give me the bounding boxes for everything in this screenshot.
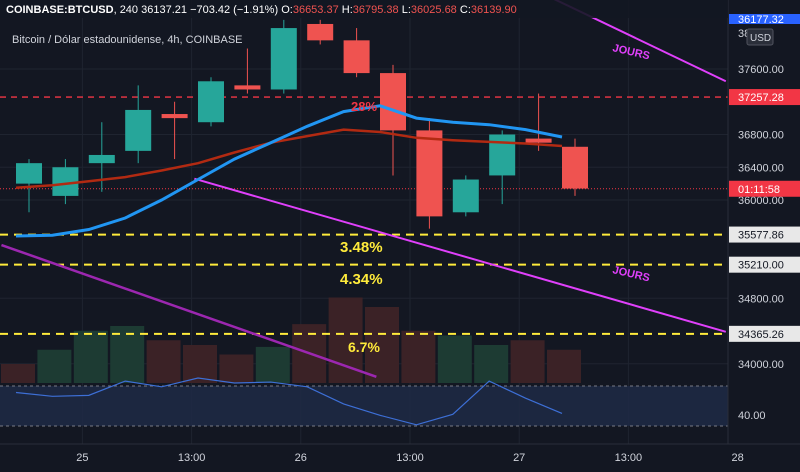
candle-down [161, 114, 188, 119]
pct-label-top: 28% [351, 99, 377, 114]
price-badge [729, 325, 800, 342]
lower-trendline [1, 243, 377, 379]
trendlines[interactable] [1, 0, 727, 379]
volume-bar [183, 345, 217, 383]
candle-down [416, 130, 443, 217]
last-price: 36137.21 [141, 4, 187, 16]
candle-up [452, 179, 479, 213]
price-tick-label: 36000.00 [738, 195, 784, 207]
interval-label[interactable]: 240 [120, 4, 138, 16]
candle-up [52, 167, 79, 196]
rsi-axis-label: 40.00 [738, 410, 766, 422]
candle-down [343, 40, 370, 74]
time-tick-label: 13:00 [615, 452, 643, 464]
time-tick-label: 25 [76, 452, 88, 464]
volume-bar [255, 346, 290, 383]
price-tick-label: 37600.00 [738, 64, 784, 76]
price-top-badge [729, 14, 800, 24]
candle-down [380, 73, 406, 131]
ohlc-high: 36795.38 [353, 4, 399, 16]
candle-up [270, 28, 297, 90]
pct-label-2: 4.34% [340, 271, 383, 288]
price-badges: 37257.28 01:11:58 35577.86 35210.00 34365.26 [729, 89, 800, 342]
volume-bar [1, 364, 35, 383]
price-badge [729, 226, 800, 243]
volume-bar [547, 349, 581, 383]
price-badge-label: 34365.26 [738, 329, 784, 341]
price-badge-label: 35577.86 [738, 230, 784, 242]
candle-down [525, 138, 552, 143]
price-change: −703.42 (−1.91%) [190, 4, 278, 16]
candle-down [234, 85, 261, 90]
price-badge-label: 01:11:58 [738, 184, 780, 196]
upper-channel-trendline [553, 0, 727, 83]
time-tick-label: 27 [513, 452, 525, 464]
rsi-line [15, 377, 563, 426]
chart-subtitle: Bitcoin / Dólar estadounidense, 4h, COIN… [12, 34, 243, 46]
ema-slow-line [15, 128, 563, 189]
time-tick-label: 13:00 [396, 452, 424, 464]
rsi-path [15, 377, 563, 426]
time-axis[interactable] [0, 444, 800, 472]
symbol-label[interactable]: COINBASE:BTCUSD [6, 4, 114, 16]
price-tick-label: 36400.00 [738, 162, 784, 174]
time-axis-ticks: 25 13:00 26 13:00 27 13:00 28 [76, 452, 743, 464]
time-tick-label: 28 [731, 452, 743, 464]
ohlc-low: 36025.68 [411, 4, 457, 16]
volume-bar [401, 330, 436, 383]
price-tick-label: 34800.00 [738, 293, 784, 305]
lower-channel-trendline [194, 177, 727, 333]
candle-up [489, 134, 516, 176]
price-badge [729, 180, 800, 197]
price-tick-label: 36800.00 [738, 130, 784, 142]
price-badge-label: 35210.00 [738, 260, 784, 272]
price-tick-label: 34000.00 [738, 359, 784, 371]
ema-fast-line [15, 104, 563, 238]
volume-bar [73, 330, 108, 383]
rsi-pane [0, 386, 728, 426]
price-badge [729, 256, 800, 273]
candles [16, 19, 588, 229]
candle-down [307, 23, 334, 41]
price-top-badge-label: 36177.32 [738, 14, 784, 26]
pct-label-3: 6.7% [348, 339, 380, 355]
candle-up [125, 109, 152, 151]
time-tick-label: 13:00 [178, 452, 206, 464]
candle-down [562, 146, 588, 189]
volume-bars [1, 297, 581, 383]
candle-up [88, 154, 115, 164]
ohlc-open: 36653.37 [293, 4, 339, 16]
horizontal-levels [0, 96, 728, 335]
header-bar [0, 0, 728, 18]
ohlc-close: 36139.90 [471, 4, 517, 16]
currency-badge-label: USD [750, 33, 771, 44]
price-axis[interactable] [728, 0, 800, 444]
volume-bar [110, 326, 145, 383]
price-badge-label: 37257.28 [738, 92, 784, 104]
header-legend: COINBASE:BTCUSD, 240 36137.21 −703.42 (−… [6, 4, 517, 16]
currency-badge[interactable] [746, 28, 774, 46]
volume-bar [510, 340, 545, 383]
candle-up [198, 81, 224, 123]
volume-bar [437, 335, 472, 383]
volume-bar [474, 345, 509, 383]
moving-averages [15, 104, 563, 238]
candle-up [16, 163, 42, 184]
volume-bar [37, 349, 72, 383]
time-tick-label: 26 [295, 452, 307, 464]
pct-label-1: 3.48% [340, 239, 383, 256]
volume-bar [146, 340, 181, 383]
volume-bar [365, 307, 399, 383]
price-axis-ticks: 37600.00 36800.00 36400.00 36000.00 34800.00… [738, 64, 784, 371]
price-badge [729, 89, 800, 106]
volume-bar [219, 354, 254, 383]
